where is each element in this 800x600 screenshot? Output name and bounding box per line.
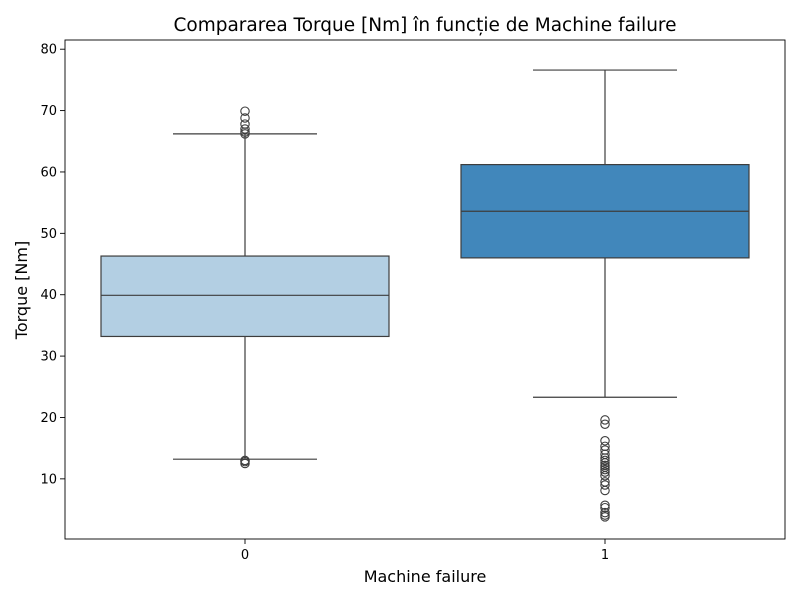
x-tick-label: 0 bbox=[241, 548, 249, 563]
y-tick-label: 10 bbox=[40, 472, 57, 487]
y-tick-label: 20 bbox=[40, 411, 57, 426]
outlier-point bbox=[600, 453, 610, 463]
plot-frame bbox=[64, 39, 786, 540]
outlier-point bbox=[240, 124, 250, 134]
plot-area bbox=[100, 69, 750, 522]
box-group-1 bbox=[460, 69, 750, 522]
outlier-point bbox=[240, 455, 250, 466]
y-tick-label: 70 bbox=[40, 104, 57, 119]
outlier-point bbox=[240, 113, 250, 123]
box-group-0 bbox=[100, 106, 390, 469]
outlier-point bbox=[600, 419, 610, 429]
y-axis: 10 20 30 40 50 60 70 80 bbox=[40, 43, 65, 487]
outlier-point bbox=[240, 119, 250, 129]
y-tick-label: 40 bbox=[40, 288, 57, 303]
outlier-point bbox=[600, 467, 610, 477]
y-tick-label: 30 bbox=[40, 350, 57, 365]
outlier-point bbox=[600, 455, 610, 466]
y-tick-label: 80 bbox=[40, 43, 57, 58]
outlier-point bbox=[600, 436, 610, 446]
outlier-point bbox=[600, 500, 610, 510]
outlier-point bbox=[600, 507, 610, 518]
outlier-point bbox=[600, 458, 610, 468]
y-tick-label: 50 bbox=[40, 227, 57, 242]
y-tick-label: 60 bbox=[40, 165, 57, 180]
outlier-point bbox=[600, 502, 610, 513]
outlier-point bbox=[600, 471, 610, 481]
x-axis-label: Machine failure bbox=[364, 567, 487, 586]
outlier-point bbox=[600, 485, 610, 496]
x-tick-label: 1 bbox=[601, 548, 609, 563]
outlier-point bbox=[240, 106, 250, 116]
box-iqr bbox=[100, 255, 390, 338]
chart-title: Compararea Torque [Nm] în funcție de Mac… bbox=[173, 15, 676, 36]
outlier-point bbox=[600, 512, 610, 522]
outlier-point bbox=[600, 464, 610, 475]
outlier-point bbox=[600, 480, 610, 490]
outlier-point bbox=[600, 415, 610, 425]
y-axis-label: Torque [Nm] bbox=[12, 241, 31, 340]
